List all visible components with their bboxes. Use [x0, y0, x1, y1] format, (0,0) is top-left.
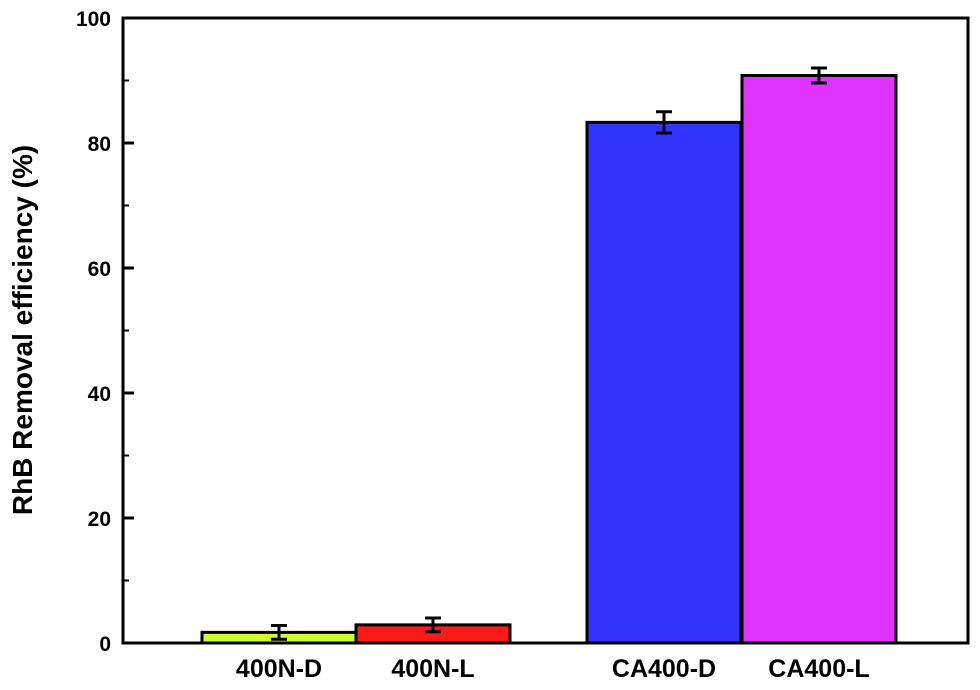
- y-axis-title: RhB Removal efficiency (%): [7, 145, 38, 515]
- bar-ca400-l: [740, 74, 898, 645]
- error-bar-ca400-l: [811, 66, 827, 85]
- error-bar-400n-l: [425, 616, 441, 634]
- bars-layer: [200, 66, 898, 645]
- y-tick-label: 60: [88, 258, 111, 281]
- error-bar-ca400-d: [656, 110, 672, 135]
- bar-ca400-d: [585, 120, 743, 645]
- x-tick-label: 400N-D: [236, 655, 322, 683]
- y-tick-label: 20: [88, 508, 111, 531]
- x-tick-label: 400N-L: [391, 655, 474, 683]
- x-tick-label: CA400-D: [612, 655, 716, 683]
- axes-layer: 400N-D 400N-L CA400-D CA400-L 0 20 40 60 80 100: [76, 8, 970, 683]
- x-tick-label: CA400-L: [768, 655, 869, 683]
- y-tick-label: 80: [88, 133, 111, 156]
- error-bar-400n-d: [271, 624, 287, 641]
- y-tick-label: 0: [99, 633, 111, 656]
- y-tick-label: 40: [88, 383, 111, 406]
- y-tick-label: 100: [76, 8, 111, 31]
